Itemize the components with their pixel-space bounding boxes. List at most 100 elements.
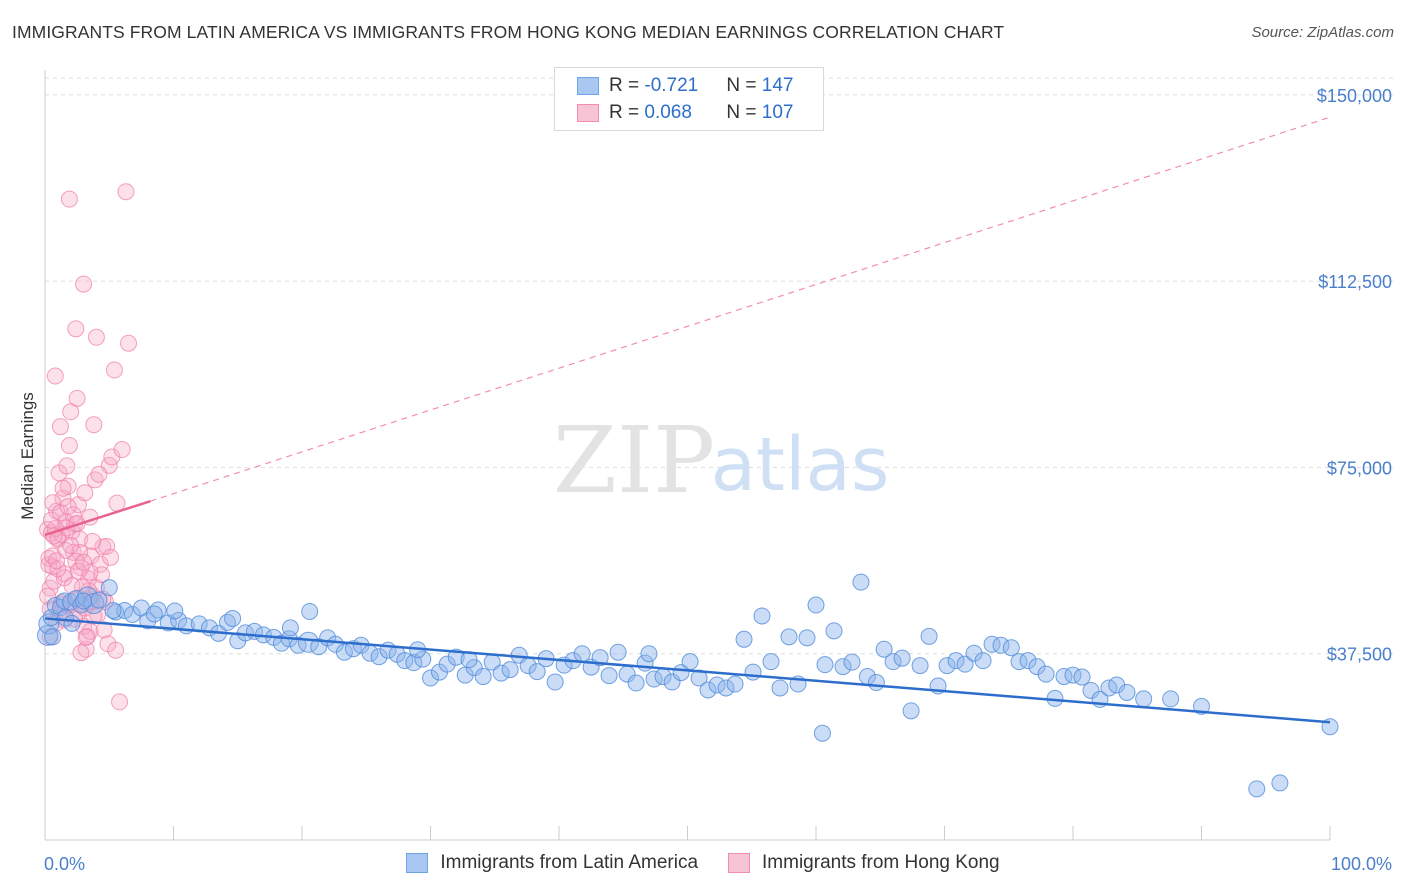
data-point-hong-kong bbox=[60, 437, 78, 455]
data-point-latin-america bbox=[591, 649, 609, 667]
data-point-latin-america bbox=[224, 609, 242, 627]
legend-label-latin-america: Immigrants from Latin America bbox=[440, 852, 699, 873]
source-credit: Source: ZipAtlas.com bbox=[1251, 24, 1394, 41]
data-point-latin-america bbox=[600, 667, 618, 685]
data-point-latin-america bbox=[1002, 639, 1020, 657]
grid-lines bbox=[45, 77, 1395, 655]
watermark: ZIP atlas bbox=[553, 407, 890, 514]
data-point-latin-america bbox=[405, 654, 423, 672]
data-point-latin-america bbox=[76, 586, 98, 608]
series-latin-america bbox=[37, 573, 1339, 798]
legend-swatch-pink bbox=[577, 104, 599, 122]
legend-swatch-blue bbox=[577, 77, 599, 95]
y-tick-label: $75,000 bbox=[1327, 458, 1392, 478]
data-point-latin-america bbox=[123, 605, 141, 623]
data-point-hong-kong bbox=[58, 457, 76, 475]
data-point-latin-america bbox=[528, 663, 546, 681]
data-point-hong-kong bbox=[75, 275, 93, 293]
data-point-hong-kong bbox=[68, 389, 86, 407]
data-point-hong-kong bbox=[60, 190, 78, 208]
data-point-latin-america bbox=[825, 622, 843, 640]
y-tick-labels: $37,500 $75,000 $112,500 $150,000 bbox=[1317, 86, 1392, 665]
data-point-latin-america bbox=[1073, 668, 1091, 686]
data-point-hong-kong bbox=[71, 543, 89, 561]
data-point-latin-america bbox=[90, 591, 108, 609]
legend-swatch-pink bbox=[728, 853, 751, 873]
data-point-hong-kong bbox=[81, 563, 99, 581]
data-point-latin-america bbox=[1248, 780, 1266, 798]
data-point-latin-america bbox=[627, 674, 645, 692]
data-point-latin-america bbox=[780, 628, 798, 646]
data-point-hong-kong bbox=[87, 328, 105, 346]
data-point-latin-america bbox=[281, 619, 299, 637]
legend-r-label: R = bbox=[609, 102, 645, 123]
legend-n-label: N = bbox=[726, 75, 762, 96]
data-point-latin-america bbox=[762, 653, 780, 671]
data-point-latin-america bbox=[310, 638, 328, 656]
data-point-latin-america bbox=[44, 628, 62, 646]
data-point-latin-america bbox=[474, 668, 492, 686]
legend-swatch-blue bbox=[406, 853, 429, 873]
chart-title: IMMIGRANTS FROM LATIN AMERICA VS IMMIGRA… bbox=[12, 22, 1005, 42]
data-point-latin-america bbox=[414, 650, 432, 668]
data-point-latin-america bbox=[893, 649, 911, 667]
data-point-latin-america bbox=[663, 673, 681, 691]
x-tick-label: 0.0% bbox=[44, 854, 85, 874]
data-point-latin-america bbox=[744, 663, 762, 681]
legend-n-label: N = bbox=[726, 102, 762, 123]
data-point-hong-kong bbox=[95, 621, 113, 639]
legend-item-latin-america[interactable]: Immigrants from Latin America bbox=[406, 852, 698, 874]
data-point-hong-kong bbox=[117, 183, 135, 201]
data-point-latin-america bbox=[983, 635, 1001, 653]
data-point-latin-america bbox=[735, 630, 753, 648]
data-point-latin-america bbox=[63, 614, 81, 632]
data-point-latin-america bbox=[974, 652, 992, 670]
data-point-latin-america bbox=[699, 681, 717, 699]
legend-item-hong-kong[interactable]: Immigrants from Hong Kong bbox=[728, 852, 1000, 874]
data-point-latin-america bbox=[867, 674, 885, 692]
data-point-hong-kong bbox=[105, 361, 123, 379]
legend-r-value: 0.068 bbox=[644, 102, 692, 123]
data-point-hong-kong bbox=[113, 441, 131, 459]
data-point-latin-america bbox=[116, 601, 134, 619]
y-tick-label: $37,500 bbox=[1327, 645, 1392, 665]
data-point-latin-america bbox=[947, 652, 965, 670]
data-point-hong-kong bbox=[72, 644, 90, 662]
data-point-latin-america bbox=[843, 653, 861, 671]
data-point-latin-america bbox=[708, 676, 726, 694]
data-point-latin-america bbox=[573, 645, 591, 663]
data-point-hong-kong bbox=[78, 627, 96, 645]
legend-label-hong-kong: Immigrants from Hong Kong bbox=[762, 852, 1000, 873]
data-point-hong-kong bbox=[107, 641, 125, 659]
data-point-latin-america bbox=[1135, 690, 1153, 708]
data-point-latin-america bbox=[1162, 690, 1180, 708]
data-point-latin-america bbox=[501, 661, 519, 679]
data-point-latin-america bbox=[335, 643, 353, 661]
data-point-latin-america bbox=[834, 658, 852, 676]
data-point-latin-america bbox=[1082, 681, 1100, 699]
data-point-hong-kong bbox=[77, 628, 95, 646]
data-point-hong-kong bbox=[84, 532, 102, 550]
data-point-latin-america bbox=[902, 702, 920, 720]
data-point-latin-america bbox=[546, 673, 564, 691]
data-point-latin-america bbox=[956, 655, 974, 673]
data-point-latin-america bbox=[301, 602, 319, 620]
data-point-latin-america bbox=[938, 657, 956, 675]
data-point-latin-america bbox=[884, 653, 902, 671]
data-point-latin-america bbox=[852, 573, 870, 591]
data-point-latin-america bbox=[1019, 652, 1037, 670]
data-point-hong-kong bbox=[40, 556, 58, 574]
data-point-latin-america bbox=[370, 648, 388, 666]
data-point-hong-kong bbox=[67, 320, 85, 338]
data-point-hong-kong bbox=[46, 367, 64, 385]
data-point-hong-kong bbox=[59, 498, 77, 516]
data-point-latin-america bbox=[771, 679, 789, 697]
y-tick-label: $150,000 bbox=[1317, 86, 1392, 106]
data-point-latin-america bbox=[75, 592, 93, 610]
data-point-hong-kong bbox=[51, 418, 69, 436]
y-axis-title: Median Earnings bbox=[18, 392, 37, 520]
data-point-latin-america bbox=[816, 656, 834, 674]
data-point-latin-america bbox=[807, 596, 825, 614]
data-point-latin-america bbox=[640, 645, 658, 663]
data-point-latin-america bbox=[104, 601, 122, 619]
